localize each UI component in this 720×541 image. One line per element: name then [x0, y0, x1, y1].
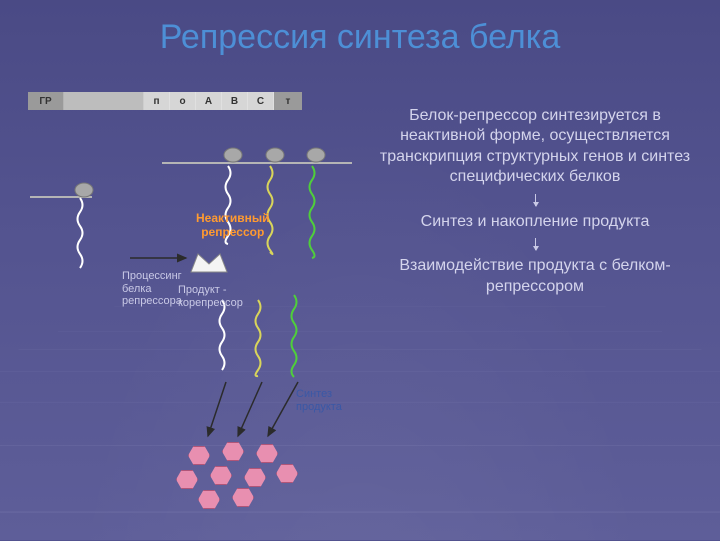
dna-segment: А [196, 92, 222, 110]
product-hexagon-icon [256, 444, 278, 463]
dna-segment: о [170, 92, 196, 110]
product-hexagon-icon [222, 442, 244, 461]
product-hexagon-icon [198, 490, 220, 509]
mrna-line-structural [162, 162, 352, 164]
product-hexagon-icon [210, 466, 232, 485]
product-hexagon-icon [276, 464, 298, 483]
product-hex-cluster [170, 440, 310, 520]
product-hexagon-icon [244, 468, 266, 487]
step-text-2: Синтез и накопление продукта [372, 212, 698, 232]
dna-segment: п [144, 92, 170, 110]
slide-title: Репрессия синтеза белка [0, 18, 720, 57]
dna-operon-bar: ГР поАВСт [28, 92, 348, 110]
dna-segment: С [248, 92, 274, 110]
dna-segment: В [222, 92, 248, 110]
product-hexagon-icon [176, 470, 198, 489]
label-inactive-repressor: Неактивный репрессор [196, 212, 270, 240]
down-arrow-icon [535, 194, 536, 206]
repressor-protein-icon [188, 248, 230, 278]
down-arrow-icon [535, 238, 536, 250]
product-hexagon-icon [188, 446, 210, 465]
label-product-corepressor: Продукт - корепрессор [178, 284, 243, 309]
label-processing: Процессинг белка репрессора [122, 270, 182, 308]
dna-segment: т [274, 92, 302, 110]
mrna-line-repressor [30, 196, 92, 198]
dna-segment: ГР [28, 92, 64, 110]
product-hexagon-icon [232, 488, 254, 507]
dna-segment [64, 92, 144, 110]
explanation-column: Белок-репрессор синтезируется в неактивн… [372, 106, 698, 303]
label-synthesis: Синтез продукта [296, 388, 342, 413]
step-text-3: Взаимодействие продукта с белком-репресс… [372, 256, 698, 297]
step-text-1: Белок-репрессор синтезируется в неактивн… [372, 106, 698, 188]
